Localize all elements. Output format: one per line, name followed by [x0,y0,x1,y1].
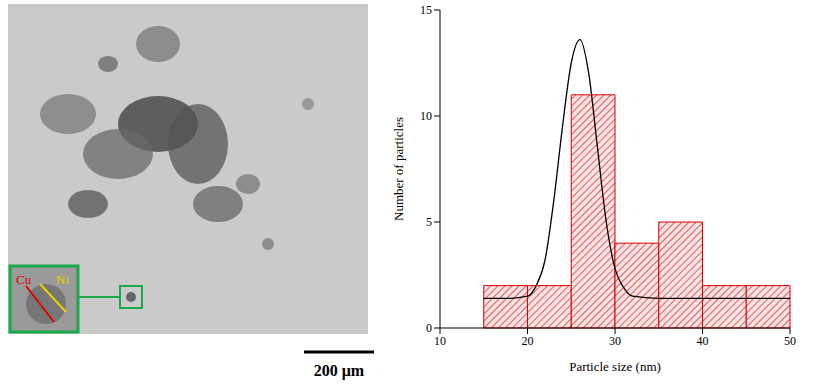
svg-text:Particle size (nm): Particle size (nm) [569,359,661,374]
svg-text:10: 10 [434,334,446,348]
svg-text:Cu: Cu [16,272,32,287]
svg-text:40: 40 [697,334,709,348]
svg-text:Ni: Ni [56,272,69,287]
svg-text:30: 30 [609,334,621,348]
svg-text:0: 0 [426,321,432,335]
svg-text:15: 15 [420,3,432,17]
svg-text:50: 50 [784,334,796,348]
svg-text:10: 10 [420,109,432,123]
svg-text:Number of particles: Number of particles [391,117,406,221]
svg-text:200 μm: 200 μm [314,362,365,380]
svg-text:20: 20 [522,334,534,348]
svg-text:5: 5 [426,215,432,229]
